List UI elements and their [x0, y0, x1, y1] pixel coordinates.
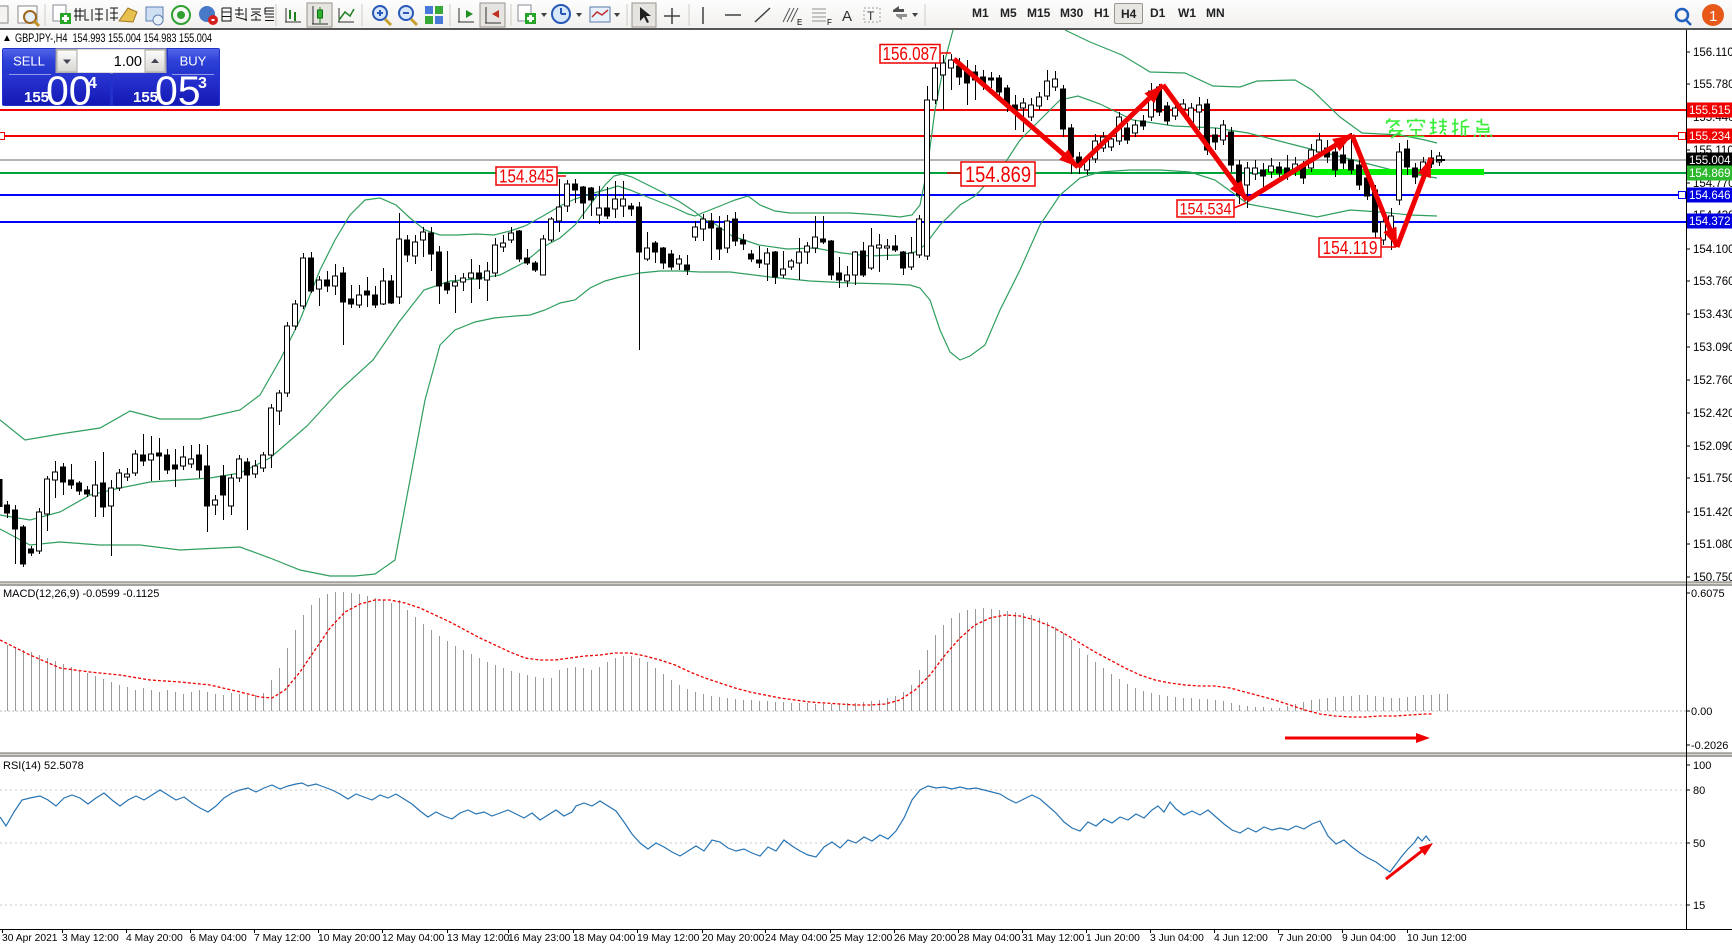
svg-text:9 Jun 04:00: 9 Jun 04:00 — [1342, 933, 1396, 944]
svg-text:18 May 04:00: 18 May 04:00 — [573, 933, 636, 944]
svg-text:3 Jun 04:00: 3 Jun 04:00 — [1150, 933, 1204, 944]
svg-text:151.080: 151.080 — [1693, 539, 1732, 551]
svg-text:7 Jun 20:00: 7 Jun 20:00 — [1278, 933, 1332, 944]
svg-text:24 May 04:00: 24 May 04:00 — [765, 933, 828, 944]
svg-text:150.750: 150.750 — [1693, 572, 1732, 584]
svg-text:4: 4 — [88, 75, 97, 92]
svg-text:20 May 20:00: 20 May 20:00 — [702, 933, 765, 944]
svg-text:RSI(14) 52.5078: RSI(14) 52.5078 — [3, 760, 84, 772]
svg-text:4 May 20:00: 4 May 20:00 — [126, 933, 183, 944]
svg-text:153.430: 153.430 — [1693, 309, 1732, 321]
svg-text:26 May 20:00: 26 May 20:00 — [894, 933, 957, 944]
svg-text:154.869: 154.869 — [1689, 168, 1731, 180]
svg-text:50: 50 — [1693, 838, 1705, 850]
svg-text:156.110: 156.110 — [1693, 47, 1732, 59]
svg-text:155.234: 155.234 — [1689, 131, 1731, 143]
svg-text:25 May 12:00: 25 May 12:00 — [830, 933, 893, 944]
svg-text:154.119: 154.119 — [1323, 238, 1378, 258]
svg-text:154.845: 154.845 — [499, 166, 554, 186]
svg-text:151.420: 151.420 — [1693, 507, 1732, 519]
svg-text:28 May 04:00: 28 May 04:00 — [958, 933, 1021, 944]
svg-text:152.420: 152.420 — [1693, 408, 1732, 420]
svg-text:30 Apr 2021: 30 Apr 2021 — [2, 933, 58, 944]
svg-text:05: 05 — [155, 68, 201, 107]
svg-text:3: 3 — [198, 75, 207, 92]
svg-text:4 Jun 12:00: 4 Jun 12:00 — [1214, 933, 1268, 944]
svg-text:GBPJPY-,H4 154.993 155.004 15: GBPJPY-,H4 154.993 155.004 154.983 155.0… — [15, 32, 212, 45]
svg-text:SELL: SELL — [13, 54, 45, 69]
svg-text:31 May 12:00: 31 May 12:00 — [1022, 933, 1085, 944]
svg-text:151.750: 151.750 — [1693, 473, 1732, 485]
svg-text:7 May 12:00: 7 May 12:00 — [254, 933, 311, 944]
svg-text:153.090: 153.090 — [1693, 342, 1732, 354]
svg-text:00: 00 — [46, 68, 92, 107]
svg-text:12 May 04:00: 12 May 04:00 — [382, 933, 445, 944]
svg-text:19 May 12:00: 19 May 12:00 — [637, 933, 700, 944]
svg-text:155.004: 155.004 — [1689, 155, 1731, 167]
svg-text:E: E — [797, 18, 802, 27]
svg-text:F: F — [827, 18, 832, 27]
svg-text:154.100: 154.100 — [1693, 244, 1732, 256]
svg-text:10 Jun 12:00: 10 Jun 12:00 — [1407, 933, 1467, 944]
svg-text:15: 15 — [1693, 900, 1705, 912]
svg-text:155.780: 155.780 — [1693, 79, 1732, 91]
svg-text:▲: ▲ — [2, 33, 12, 44]
svg-text:155: 155 — [133, 89, 158, 106]
svg-text:T: T — [867, 9, 875, 23]
svg-text:MACD(12,26,9) -0.0599 -0.1125: MACD(12,26,9) -0.0599 -0.1125 — [3, 588, 159, 600]
svg-text:BUY: BUY — [180, 54, 207, 69]
svg-text:152.090: 152.090 — [1693, 441, 1732, 453]
svg-text:10 May 20:00: 10 May 20:00 — [318, 933, 381, 944]
svg-text:0.6075: 0.6075 — [1691, 588, 1725, 600]
svg-text:152.760: 152.760 — [1693, 375, 1732, 387]
svg-text:A: A — [842, 8, 852, 25]
svg-text:6 May 04:00: 6 May 04:00 — [190, 933, 247, 944]
svg-text:153.760: 153.760 — [1693, 276, 1732, 288]
svg-text:3 May 12:00: 3 May 12:00 — [62, 933, 119, 944]
svg-text:100: 100 — [1693, 760, 1711, 772]
svg-text:0.00: 0.00 — [1691, 706, 1712, 718]
svg-text:154.646: 154.646 — [1689, 190, 1731, 202]
svg-text:154.534: 154.534 — [1180, 200, 1232, 218]
svg-text:13 May 12:00: 13 May 12:00 — [447, 933, 510, 944]
svg-text:1: 1 — [1709, 8, 1717, 25]
svg-text:-0.2026: -0.2026 — [1691, 740, 1728, 752]
svg-text:155.515: 155.515 — [1689, 105, 1731, 117]
svg-text:1.00: 1.00 — [114, 54, 142, 70]
svg-text:156.087: 156.087 — [883, 44, 938, 64]
svg-text:154.869: 154.869 — [965, 162, 1031, 187]
svg-text:1 Jun 20:00: 1 Jun 20:00 — [1086, 933, 1140, 944]
svg-text:154.372: 154.372 — [1689, 216, 1731, 228]
svg-text:80: 80 — [1693, 785, 1705, 797]
svg-text:154.770: 154.770 — [1693, 178, 1732, 190]
svg-text:16 May 23:00: 16 May 23:00 — [508, 933, 571, 944]
svg-text:155: 155 — [24, 89, 49, 106]
